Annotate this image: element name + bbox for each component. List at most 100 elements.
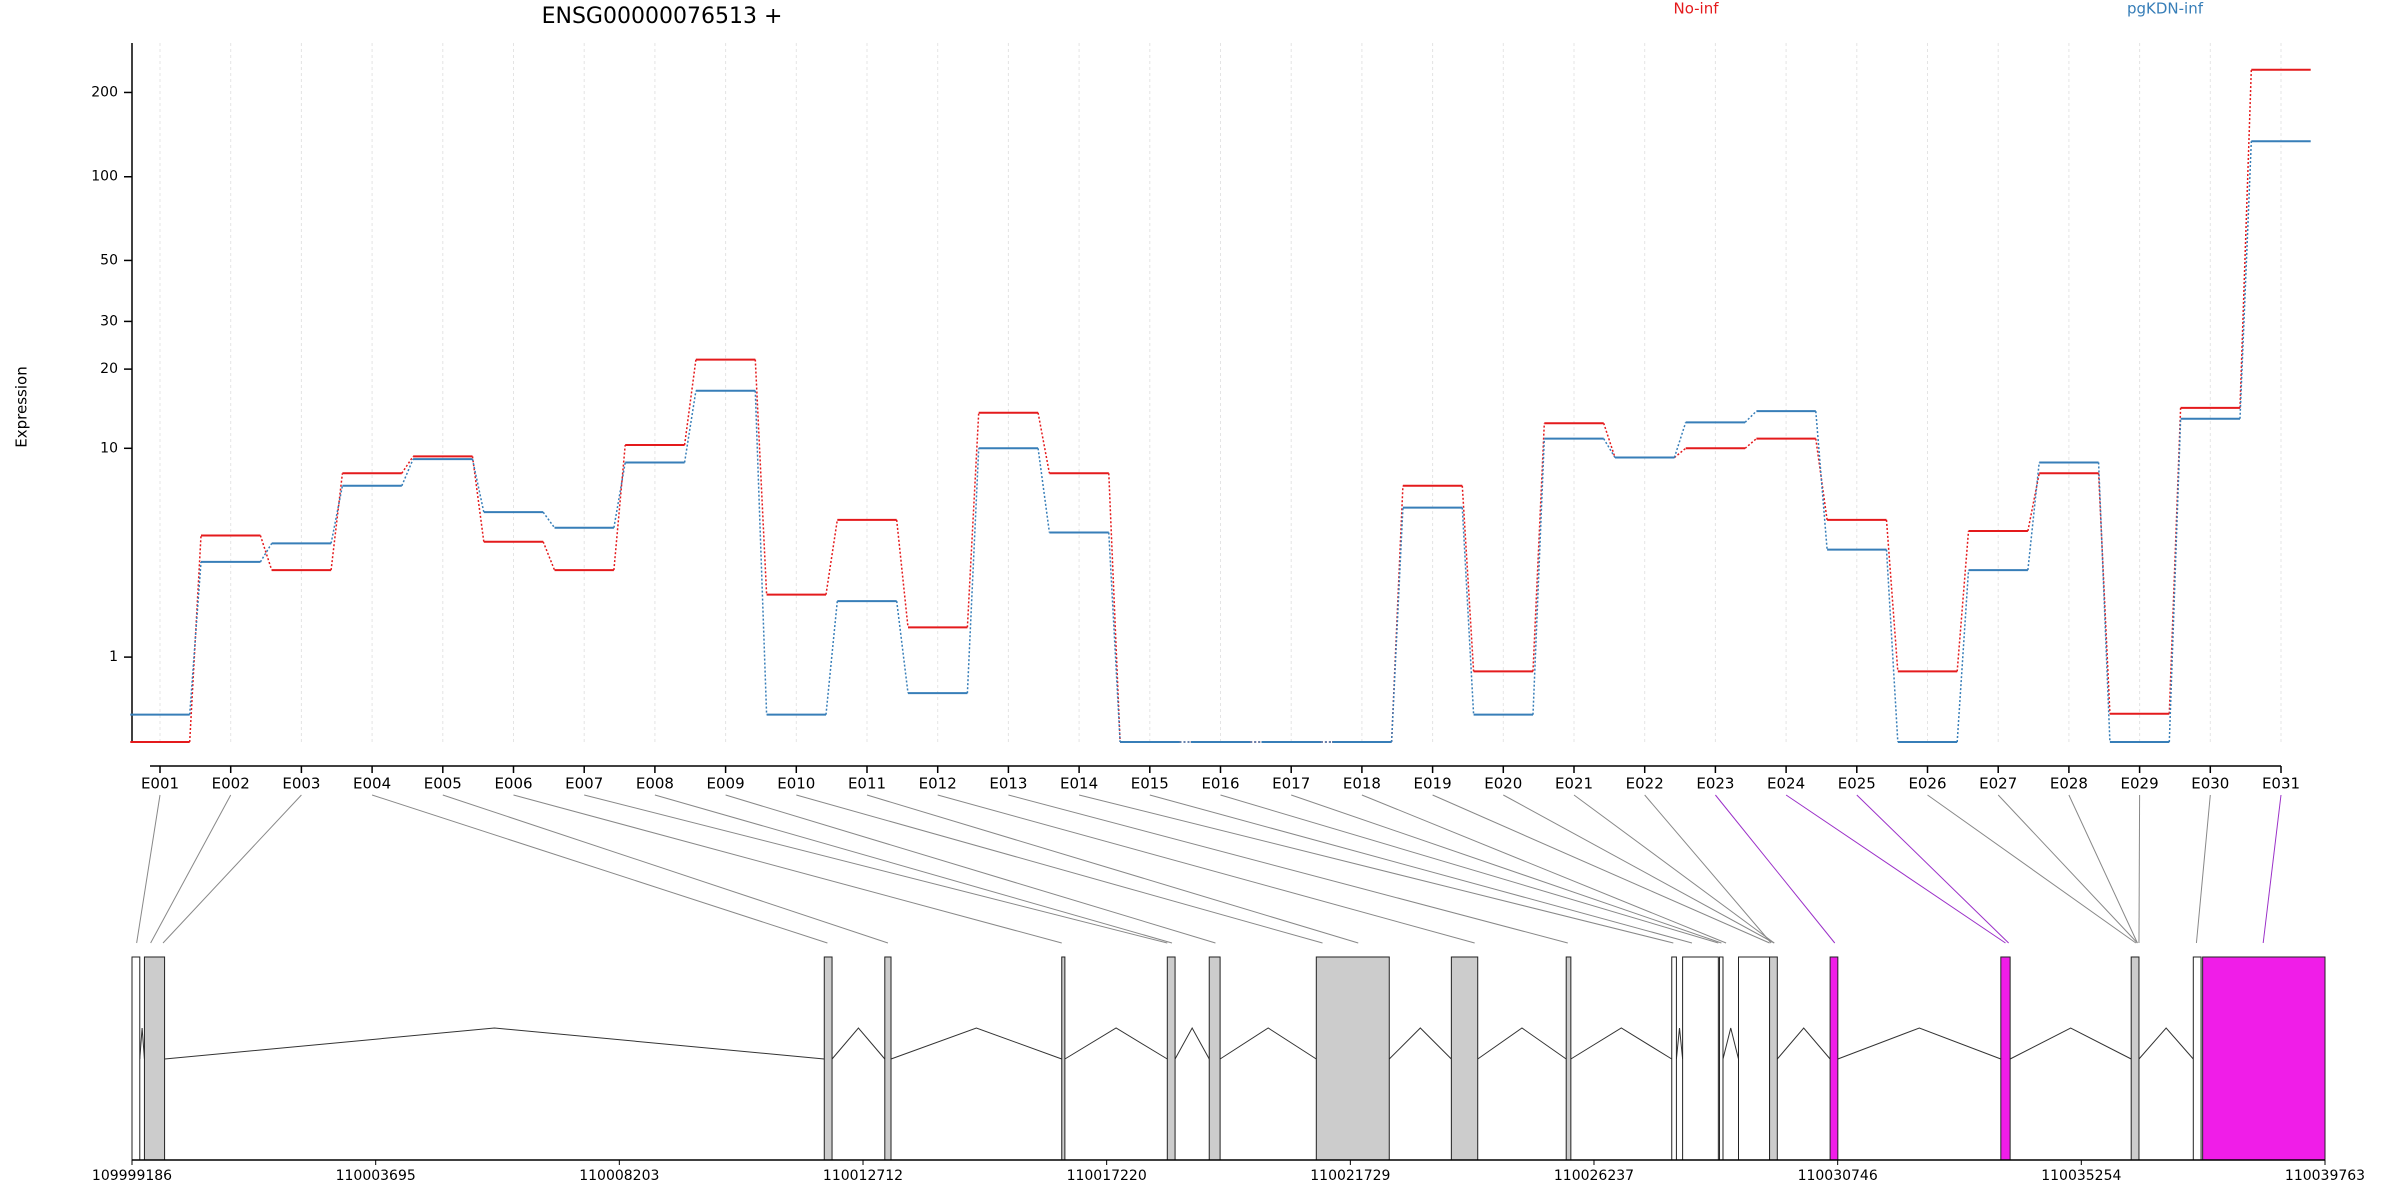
step-connector bbox=[471, 458, 485, 513]
exon-connector bbox=[1078, 794, 1674, 944]
exon-connector bbox=[2138, 794, 2141, 944]
step-connector bbox=[1532, 423, 1546, 672]
intron bbox=[139, 1027, 145, 1060]
intron bbox=[1388, 1027, 1452, 1060]
x-tick-label: E007 bbox=[565, 775, 603, 793]
step-connector bbox=[1037, 412, 1051, 474]
y-tick-label: 10 bbox=[100, 440, 118, 456]
step-connector bbox=[2097, 473, 2111, 714]
x-tick-label: E021 bbox=[1555, 775, 1593, 793]
exon-box bbox=[2000, 956, 2011, 1161]
intron bbox=[831, 1027, 886, 1060]
y-tick-label: 1 bbox=[109, 649, 118, 665]
step-connector bbox=[2168, 418, 2182, 743]
step-connector bbox=[1673, 447, 1687, 459]
step-connector bbox=[188, 561, 202, 715]
step-connector bbox=[542, 511, 556, 529]
exon-connector bbox=[136, 794, 161, 944]
exon-connector bbox=[937, 794, 1475, 944]
exon-box bbox=[1166, 956, 1176, 1161]
step-connector bbox=[966, 448, 980, 694]
genomic-tick-label: 110035254 bbox=[2041, 1168, 2121, 1184]
exon-box bbox=[1565, 956, 1572, 1161]
genomic-tick-label: 110017220 bbox=[1067, 1168, 1147, 1184]
exon-connector bbox=[1008, 794, 1568, 944]
x-tick-label: E019 bbox=[1414, 775, 1452, 793]
step-connector bbox=[471, 456, 485, 542]
y-tick-label: 200 bbox=[91, 84, 118, 100]
exon-connector bbox=[1856, 794, 2009, 944]
x-tick-label: E008 bbox=[636, 775, 674, 793]
step-connector bbox=[188, 535, 202, 743]
step-connector bbox=[1744, 410, 1757, 423]
legend-entry: No-inf bbox=[1673, 0, 1719, 18]
exon-box bbox=[884, 956, 892, 1161]
exon-connector bbox=[1220, 794, 1719, 944]
genomic-tick-label: 110008203 bbox=[579, 1168, 659, 1184]
intron bbox=[1722, 1027, 1739, 1060]
x-tick-label: E025 bbox=[1838, 775, 1876, 793]
step-connector bbox=[1461, 507, 1475, 715]
intron bbox=[1174, 1026, 1210, 1060]
exon-connector bbox=[2195, 794, 2211, 944]
x-tick-label: E017 bbox=[1272, 775, 1310, 793]
exon-connector bbox=[442, 794, 889, 944]
x-tick-label: E020 bbox=[1484, 775, 1522, 793]
step-connector bbox=[330, 473, 344, 571]
intron bbox=[1219, 1027, 1317, 1060]
exon-connector bbox=[2068, 794, 2138, 944]
intron bbox=[1837, 1027, 2002, 1060]
x-tick-label: E004 bbox=[353, 775, 391, 793]
exon-box bbox=[1719, 956, 1724, 1161]
x-tick-label: E027 bbox=[1979, 775, 2017, 793]
step-connector bbox=[895, 600, 909, 694]
step-connector bbox=[259, 543, 273, 563]
step-connector bbox=[1532, 438, 1546, 715]
step-connector bbox=[2027, 473, 2040, 532]
exon-box bbox=[1208, 956, 1221, 1161]
exon-connector bbox=[1715, 794, 1836, 944]
step-connector bbox=[542, 541, 556, 571]
exon-connector bbox=[1361, 794, 1727, 944]
step-connector bbox=[683, 390, 697, 463]
step-connector bbox=[825, 519, 839, 595]
exon-box bbox=[131, 956, 141, 1161]
step-connector bbox=[613, 462, 626, 528]
exon-connector bbox=[796, 794, 1323, 944]
x-tick-label: E029 bbox=[2121, 775, 2159, 793]
genomic-tick-label: 109999186 bbox=[92, 1168, 172, 1184]
intron bbox=[1477, 1027, 1567, 1060]
step-connector bbox=[401, 455, 414, 474]
x-tick-label: E012 bbox=[919, 775, 957, 793]
x-tick-label: E014 bbox=[1060, 775, 1098, 793]
exon-box bbox=[1671, 956, 1677, 1161]
step-connector bbox=[1108, 532, 1121, 743]
step-connector bbox=[966, 412, 980, 628]
exon-box bbox=[1450, 956, 1479, 1161]
step-connector bbox=[1956, 530, 1970, 672]
exon-connector bbox=[162, 794, 302, 944]
step-connector bbox=[2239, 141, 2253, 419]
y-tick-label: 100 bbox=[91, 169, 118, 185]
intron bbox=[1570, 1027, 1673, 1060]
exon-connector bbox=[584, 794, 1168, 944]
x-tick-label: E028 bbox=[2050, 775, 2088, 793]
y-tick-label: 30 bbox=[100, 313, 118, 329]
step-connector bbox=[1461, 485, 1475, 672]
step-connector bbox=[895, 519, 909, 628]
exon-connector bbox=[1291, 794, 1722, 944]
x-tick-label: E024 bbox=[1767, 775, 1805, 793]
exon-box bbox=[1315, 956, 1390, 1161]
exon-connector bbox=[371, 794, 828, 944]
exon-connector bbox=[1927, 794, 2137, 944]
intron bbox=[890, 1027, 1062, 1060]
exon-connector bbox=[2262, 794, 2282, 944]
step-connector bbox=[259, 535, 273, 571]
x-tick-label: E005 bbox=[424, 775, 462, 793]
step-connector bbox=[2097, 462, 2111, 743]
exon-connector bbox=[150, 794, 232, 944]
step-connector bbox=[2239, 69, 2253, 408]
intron bbox=[2138, 1027, 2194, 1060]
step-connector bbox=[330, 485, 344, 544]
